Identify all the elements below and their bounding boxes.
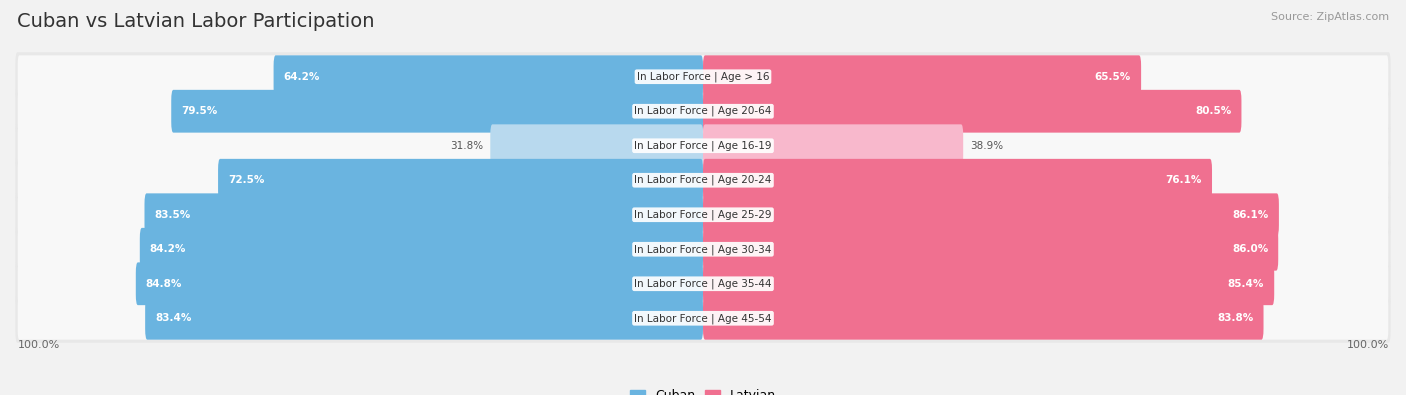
Text: 83.4%: 83.4% xyxy=(155,313,191,323)
FancyBboxPatch shape xyxy=(18,228,1388,271)
FancyBboxPatch shape xyxy=(703,159,1212,201)
Text: In Labor Force | Age 16-19: In Labor Force | Age 16-19 xyxy=(634,141,772,151)
Text: In Labor Force | Age 45-54: In Labor Force | Age 45-54 xyxy=(634,313,772,324)
Text: 84.8%: 84.8% xyxy=(146,279,183,289)
FancyBboxPatch shape xyxy=(15,259,1391,308)
FancyBboxPatch shape xyxy=(703,124,963,167)
Text: 80.5%: 80.5% xyxy=(1195,106,1232,116)
Text: 100.0%: 100.0% xyxy=(1347,340,1389,350)
Text: 83.8%: 83.8% xyxy=(1218,313,1254,323)
Text: 64.2%: 64.2% xyxy=(284,72,321,82)
FancyBboxPatch shape xyxy=(18,194,1388,236)
FancyBboxPatch shape xyxy=(703,90,1241,133)
FancyBboxPatch shape xyxy=(139,228,703,271)
FancyBboxPatch shape xyxy=(172,90,703,133)
FancyBboxPatch shape xyxy=(15,190,1391,239)
Text: In Labor Force | Age 20-64: In Labor Force | Age 20-64 xyxy=(634,106,772,117)
Text: In Labor Force | Age 35-44: In Labor Force | Age 35-44 xyxy=(634,278,772,289)
FancyBboxPatch shape xyxy=(703,55,1142,98)
FancyBboxPatch shape xyxy=(15,156,1391,205)
FancyBboxPatch shape xyxy=(18,55,1388,98)
FancyBboxPatch shape xyxy=(15,121,1391,170)
FancyBboxPatch shape xyxy=(18,159,1388,201)
Text: 86.1%: 86.1% xyxy=(1233,210,1268,220)
FancyBboxPatch shape xyxy=(136,262,703,305)
FancyBboxPatch shape xyxy=(703,262,1274,305)
FancyBboxPatch shape xyxy=(145,297,703,340)
Text: In Labor Force | Age 20-24: In Labor Force | Age 20-24 xyxy=(634,175,772,186)
FancyBboxPatch shape xyxy=(703,228,1278,271)
Text: 76.1%: 76.1% xyxy=(1166,175,1202,185)
FancyBboxPatch shape xyxy=(218,159,703,201)
FancyBboxPatch shape xyxy=(15,52,1391,101)
FancyBboxPatch shape xyxy=(18,124,1388,167)
Text: 83.5%: 83.5% xyxy=(155,210,191,220)
Text: 38.9%: 38.9% xyxy=(970,141,1002,151)
Text: 79.5%: 79.5% xyxy=(181,106,218,116)
Text: 86.0%: 86.0% xyxy=(1232,244,1268,254)
Text: Cuban vs Latvian Labor Participation: Cuban vs Latvian Labor Participation xyxy=(17,12,374,31)
Text: 65.5%: 65.5% xyxy=(1095,72,1130,82)
FancyBboxPatch shape xyxy=(15,294,1391,343)
FancyBboxPatch shape xyxy=(18,262,1388,305)
FancyBboxPatch shape xyxy=(15,225,1391,274)
Text: 31.8%: 31.8% xyxy=(450,141,484,151)
Text: 84.2%: 84.2% xyxy=(150,244,186,254)
FancyBboxPatch shape xyxy=(491,124,703,167)
Text: In Labor Force | Age 25-29: In Labor Force | Age 25-29 xyxy=(634,209,772,220)
FancyBboxPatch shape xyxy=(15,87,1391,136)
FancyBboxPatch shape xyxy=(18,90,1388,133)
Text: Source: ZipAtlas.com: Source: ZipAtlas.com xyxy=(1271,12,1389,22)
Text: 100.0%: 100.0% xyxy=(17,340,59,350)
Text: In Labor Force | Age 30-34: In Labor Force | Age 30-34 xyxy=(634,244,772,254)
FancyBboxPatch shape xyxy=(145,194,703,236)
FancyBboxPatch shape xyxy=(18,297,1388,340)
Text: 72.5%: 72.5% xyxy=(228,175,264,185)
Legend: Cuban, Latvian: Cuban, Latvian xyxy=(624,384,782,395)
Text: 85.4%: 85.4% xyxy=(1227,279,1264,289)
FancyBboxPatch shape xyxy=(274,55,703,98)
FancyBboxPatch shape xyxy=(703,194,1279,236)
Text: In Labor Force | Age > 16: In Labor Force | Age > 16 xyxy=(637,71,769,82)
FancyBboxPatch shape xyxy=(703,297,1264,340)
